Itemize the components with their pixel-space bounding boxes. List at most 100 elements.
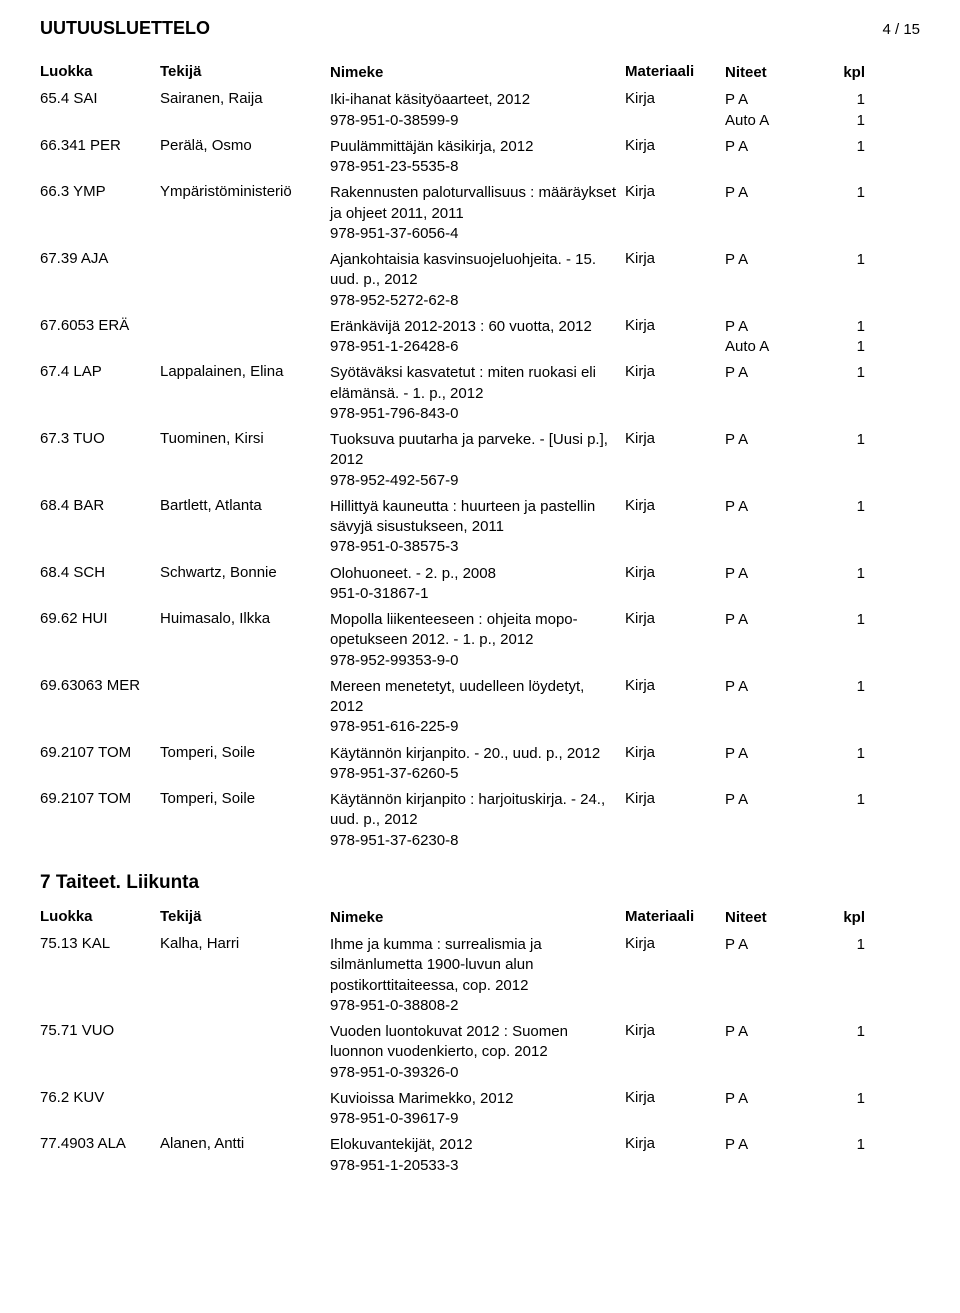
cell-niteet: P A: [725, 610, 825, 630]
cell-luokka: 68.4 BAR: [40, 497, 160, 514]
page-number: 4 / 15: [882, 21, 920, 38]
col-tekija: Tekijä: [160, 63, 330, 83]
cell-kpl: 1: [825, 1022, 865, 1042]
cell-luokka: 68.4 SCH: [40, 564, 160, 581]
cell-niteet: P AAuto A: [725, 317, 825, 358]
col-kpl: kpl: [825, 908, 865, 928]
table-row: 67.39 AJAAjankohtaisia kasvinsuojeluohje…: [40, 247, 920, 314]
col-nimeke: Nimeke: [330, 908, 625, 928]
table-row: 69.62 HUIHuimasalo, IlkkaMopolla liikent…: [40, 607, 920, 674]
table-row: 67.6053 ERÄEränkävijä 2012-2013 : 60 vuo…: [40, 314, 920, 361]
table-row: 77.4903 ALAAlanen, AnttiElokuvantekijät,…: [40, 1132, 920, 1179]
cell-niteet: P A: [725, 250, 825, 270]
cell-nimeke: Olohuoneet. - 2. p., 2008951-0-31867-1: [330, 564, 625, 605]
cell-nimeke: Elokuvantekijät, 2012978-951-1-20533-3: [330, 1135, 625, 1176]
cell-nimeke: Mopolla liikenteeseen : ohjeita mopo-ope…: [330, 610, 625, 671]
cell-kpl: 1: [825, 610, 865, 630]
cell-materiaali: Kirja: [625, 137, 725, 154]
cell-niteet: P A: [725, 137, 825, 157]
cell-kpl: 1: [825, 677, 865, 697]
page-header: UUTUUSLUETTELO 4 / 15: [40, 18, 920, 39]
col-materiaali: Materiaali: [625, 63, 725, 83]
col-luokka: Luokka: [40, 908, 160, 928]
cell-tekija: Sairanen, Raija: [160, 90, 330, 107]
cell-tekija: Ympäristöministeriö: [160, 183, 330, 200]
cell-luokka: 69.62 HUI: [40, 610, 160, 627]
table-row: 75.13 KALKalha, HarriIhme ja kumma : sur…: [40, 932, 920, 1019]
cell-materiaali: Kirja: [625, 935, 725, 952]
cell-niteet: P A: [725, 1089, 825, 1109]
table-body-2: 75.13 KALKalha, HarriIhme ja kumma : sur…: [40, 932, 920, 1179]
col-niteet: Niteet: [725, 63, 825, 83]
cell-tekija: Kalha, Harri: [160, 935, 330, 952]
cell-luokka: 75.71 VUO: [40, 1022, 160, 1039]
cell-kpl: 1: [825, 1089, 865, 1109]
cell-materiaali: Kirja: [625, 677, 725, 694]
cell-nimeke: Ihme ja kumma : surrealismia ja silmänlu…: [330, 935, 625, 1016]
cell-kpl: 1: [825, 497, 865, 517]
cell-kpl: 1: [825, 137, 865, 157]
cell-tekija: Schwartz, Bonnie: [160, 564, 330, 581]
cell-luokka: 69.2107 TOM: [40, 790, 160, 807]
cell-luokka: 67.3 TUO: [40, 430, 160, 447]
cell-materiaali: Kirja: [625, 497, 725, 514]
cell-tekija: Perälä, Osmo: [160, 137, 330, 154]
cell-niteet: P A: [725, 497, 825, 517]
cell-nimeke: Käytännön kirjanpito. - 20., uud. p., 20…: [330, 744, 625, 785]
cell-luokka: 66.3 YMP: [40, 183, 160, 200]
cell-niteet: P A: [725, 363, 825, 383]
cell-kpl: 11: [825, 90, 865, 131]
cell-tekija: Lappalainen, Elina: [160, 363, 330, 380]
cell-luokka: 75.13 KAL: [40, 935, 160, 952]
col-tekija: Tekijä: [160, 908, 330, 928]
cell-materiaali: Kirja: [625, 1089, 725, 1106]
cell-materiaali: Kirja: [625, 430, 725, 447]
cell-luokka: 69.63063 MER: [40, 677, 160, 694]
cell-kpl: 1: [825, 935, 865, 955]
cell-tekija: Tuominen, Kirsi: [160, 430, 330, 447]
cell-materiaali: Kirja: [625, 1022, 725, 1039]
col-luokka: Luokka: [40, 63, 160, 83]
cell-luokka: 67.39 AJA: [40, 250, 160, 267]
cell-niteet: P A: [725, 677, 825, 697]
col-niteet: Niteet: [725, 908, 825, 928]
table-row: 68.4 BARBartlett, AtlantaHillittyä kaune…: [40, 494, 920, 561]
cell-kpl: 1: [825, 564, 865, 584]
cell-materiaali: Kirja: [625, 90, 725, 107]
cell-nimeke: Syötäväksi kasvatetut : miten ruokasi el…: [330, 363, 625, 424]
cell-tekija: Tomperi, Soile: [160, 790, 330, 807]
cell-kpl: 11: [825, 317, 865, 358]
cell-nimeke: Tuoksuva puutarha ja parveke. - [Uusi p.…: [330, 430, 625, 491]
table-row: 69.63063 MERMereen menetetyt, uudelleen …: [40, 674, 920, 741]
cell-niteet: P AAuto A: [725, 90, 825, 131]
cell-kpl: 1: [825, 790, 865, 810]
col-kpl: kpl: [825, 63, 865, 83]
cell-niteet: P A: [725, 790, 825, 810]
section-title-2: 7 Taiteet. Liikunta: [40, 872, 920, 894]
cell-materiaali: Kirja: [625, 183, 725, 200]
cell-luokka: 65.4 SAI: [40, 90, 160, 107]
cell-niteet: P A: [725, 430, 825, 450]
cell-niteet: P A: [725, 1022, 825, 1042]
cell-kpl: 1: [825, 183, 865, 203]
doc-title: UUTUUSLUETTELO: [40, 18, 210, 39]
cell-tekija: Alanen, Antti: [160, 1135, 330, 1152]
cell-tekija: Huimasalo, Ilkka: [160, 610, 330, 627]
cell-luokka: 66.341 PER: [40, 137, 160, 154]
col-nimeke: Nimeke: [330, 63, 625, 83]
cell-materiaali: Kirja: [625, 790, 725, 807]
table-row: 76.2 KUVKuvioissa Marimekko, 2012978-951…: [40, 1086, 920, 1133]
cell-materiaali: Kirja: [625, 744, 725, 761]
cell-tekija: Bartlett, Atlanta: [160, 497, 330, 514]
cell-nimeke: Käytännön kirjanpito : harjoituskirja. -…: [330, 790, 625, 851]
cell-nimeke: Kuvioissa Marimekko, 2012978-951-0-39617…: [330, 1089, 625, 1130]
column-headers-1: Luokka Tekijä Nimeke Materiaali Niteet k…: [40, 59, 920, 87]
cell-materiaali: Kirja: [625, 363, 725, 380]
cell-niteet: P A: [725, 935, 825, 955]
cell-kpl: 1: [825, 1135, 865, 1155]
cell-luokka: 67.4 LAP: [40, 363, 160, 380]
cell-nimeke: Eränkävijä 2012-2013 : 60 vuotta, 201297…: [330, 317, 625, 358]
cell-luokka: 77.4903 ALA: [40, 1135, 160, 1152]
table-body-1: 65.4 SAISairanen, RaijaIki-ihanat käsity…: [40, 87, 920, 854]
cell-kpl: 1: [825, 744, 865, 764]
